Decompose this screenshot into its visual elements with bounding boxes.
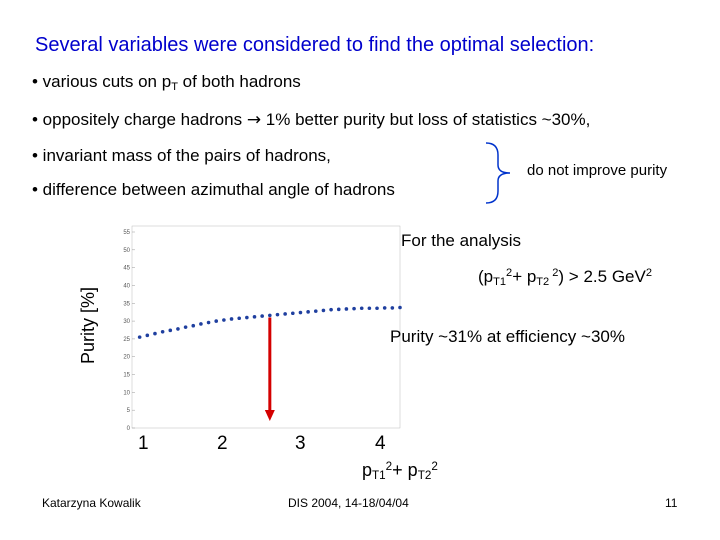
brace-note: do not improve purity [527, 162, 668, 179]
data-point [359, 306, 364, 311]
data-point [344, 307, 349, 311]
y-tick-label: 50 [123, 248, 130, 254]
data-point [352, 306, 356, 311]
bullet-opposite-charge-lead: • oppositely charge hadrons [32, 110, 247, 129]
pt-cut-sub1: T1 [493, 276, 507, 288]
data-point [237, 316, 241, 321]
data-point [367, 306, 372, 311]
plot-frame [131, 225, 401, 429]
data-point [153, 331, 157, 336]
y-tick-label: 0 [127, 426, 131, 430]
data-point [313, 309, 318, 313]
x-axis-label-sup1: 2 [385, 460, 393, 473]
data-point [260, 314, 264, 318]
data-point [168, 328, 173, 333]
x-axis-label-sup2: 2 [431, 460, 438, 473]
data-point [199, 322, 203, 326]
data-point [375, 306, 379, 311]
data-point [382, 306, 387, 310]
x-axis-label-base: p [362, 460, 373, 480]
x-axis-label-sub2: T2 [417, 469, 432, 482]
x-tick-1: 1 [138, 433, 149, 454]
data-point [229, 317, 234, 321]
bullet-invariant-mass: • invariant mass of the pairs of hadrons… [32, 146, 331, 165]
y-tick-label: 10 [123, 390, 130, 396]
footer-page-number: 11 [665, 496, 678, 510]
bullet-pt-cuts-sub: T [171, 81, 178, 93]
x-tick-4: 4 [375, 433, 386, 454]
x-axis-label-mid: + p [392, 460, 418, 480]
data-point [329, 307, 333, 312]
pt-cut-open: (p [478, 267, 494, 286]
for-analysis-text: For the analysis [401, 231, 521, 250]
footer-conference: DIS 2004, 14-18/04/04 [288, 496, 409, 510]
pt-cut-sup3: 2 [645, 267, 652, 279]
data-point [390, 306, 395, 310]
bullet-opposite-charge: • oppositely charge hadrons → 1% better … [32, 110, 590, 130]
pt-cut-plus: + p [512, 267, 537, 286]
x-axis-label: pT12+ pT22 [362, 460, 438, 482]
x-tick-3: 3 [295, 433, 306, 454]
y-axis-label: Purity [%] [78, 286, 98, 364]
y-tick-label: 55 [123, 230, 130, 236]
bullet-pt-cuts-tail: of both hadrons [177, 72, 301, 91]
x-axis-label-sub1: T1 [372, 469, 386, 482]
data-point [206, 320, 211, 325]
y-tick-label: 40 [123, 283, 130, 289]
y-tick-label: 5 [127, 408, 131, 414]
bullet-opposite-charge-tail: 1% better purity but loss of statistics … [261, 110, 591, 129]
data-point [298, 310, 303, 315]
data-point [214, 319, 219, 323]
y-tick-label: 20 [123, 355, 130, 361]
x-tick-2: 2 [217, 433, 228, 454]
footer-author: Katarzyna Kowalik [42, 496, 141, 510]
data-point [306, 310, 310, 314]
data-point [222, 318, 226, 322]
data-point [268, 313, 272, 318]
data-point [283, 312, 287, 316]
pt-cut-sub2: T2 [536, 276, 550, 288]
y-tick-label: 30 [123, 319, 130, 325]
right-brace-icon [485, 142, 511, 204]
pt-cut-sup2: 2 [549, 267, 559, 279]
data-point [137, 335, 142, 339]
pt-cut-text: (pT12+ pT2 2) > 2.5 GeV2 [478, 267, 652, 288]
data-point [321, 308, 326, 313]
data-point [398, 305, 402, 310]
y-tick-label: 25 [123, 337, 130, 343]
cut-marker-arrowhead [264, 410, 275, 421]
data-point [191, 323, 196, 328]
data-point [176, 327, 180, 331]
pt-cut-sup1: 2 [506, 267, 513, 279]
pt-cut-close: ) > 2.5 GeV [558, 267, 646, 286]
data-point [245, 315, 249, 320]
data-point [252, 315, 257, 319]
y-tick-label: 35 [123, 301, 130, 307]
right-arrow-icon: → [246, 110, 262, 130]
data-point [275, 312, 280, 317]
data-point [183, 325, 188, 329]
data-point [291, 311, 295, 316]
y-tick-label: 15 [123, 373, 130, 379]
bullet-azimuthal-angle: • difference between azimuthal angle of … [32, 180, 395, 199]
data-point [336, 307, 341, 312]
bullet-pt-cuts: • various cuts on pT of both hadrons [32, 72, 301, 93]
purity-text: Purity ~31% at efficiency ~30% [390, 327, 625, 346]
data-point [145, 333, 150, 338]
y-tick-label: 45 [123, 266, 130, 272]
bullet-pt-cuts-text: • various cuts on p [32, 72, 172, 91]
slide-title: Several variables were considered to fin… [35, 34, 595, 56]
data-point [160, 329, 165, 334]
